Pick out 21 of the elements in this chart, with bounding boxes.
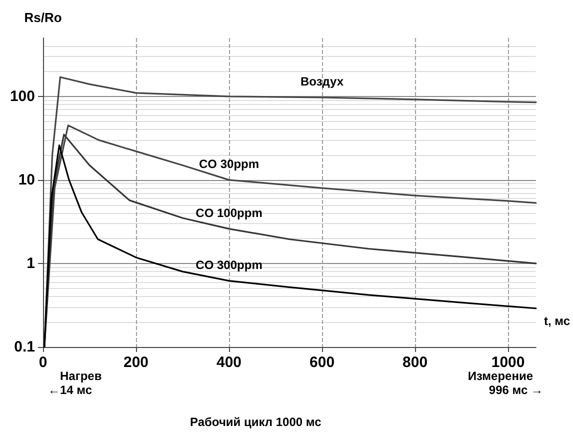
series-label: Воздух	[300, 74, 344, 88]
x-tick-label: 800	[402, 354, 428, 371]
x-tick-label: 1000	[491, 354, 525, 371]
y-tick-label: 1	[26, 254, 35, 272]
series-label: CO 300ppm	[196, 258, 262, 272]
text: Рабочий цикл 1000 мс	[190, 415, 322, 429]
x-tick-label: 600	[310, 354, 335, 371]
x-tick-label: 0	[38, 354, 48, 371]
y-tick-label: 100	[10, 88, 35, 105]
x-tick-label: 400	[216, 354, 242, 371]
y-tick-label: 10	[18, 171, 35, 188]
text: ←14 мс	[48, 383, 92, 397]
y-tick-label: 0.1	[14, 338, 35, 356]
y-axis-title: Rs/Ro	[24, 10, 62, 25]
series-label: CO 30ppm	[199, 156, 260, 171]
text: 996 мс →	[488, 383, 544, 397]
x-axis-title: t, мс	[544, 314, 570, 328]
text: Измерение	[468, 369, 534, 383]
series-label: CO 100ppm	[196, 206, 262, 220]
x-tick-label: 200	[123, 354, 149, 371]
text: Нагрев	[60, 369, 102, 383]
